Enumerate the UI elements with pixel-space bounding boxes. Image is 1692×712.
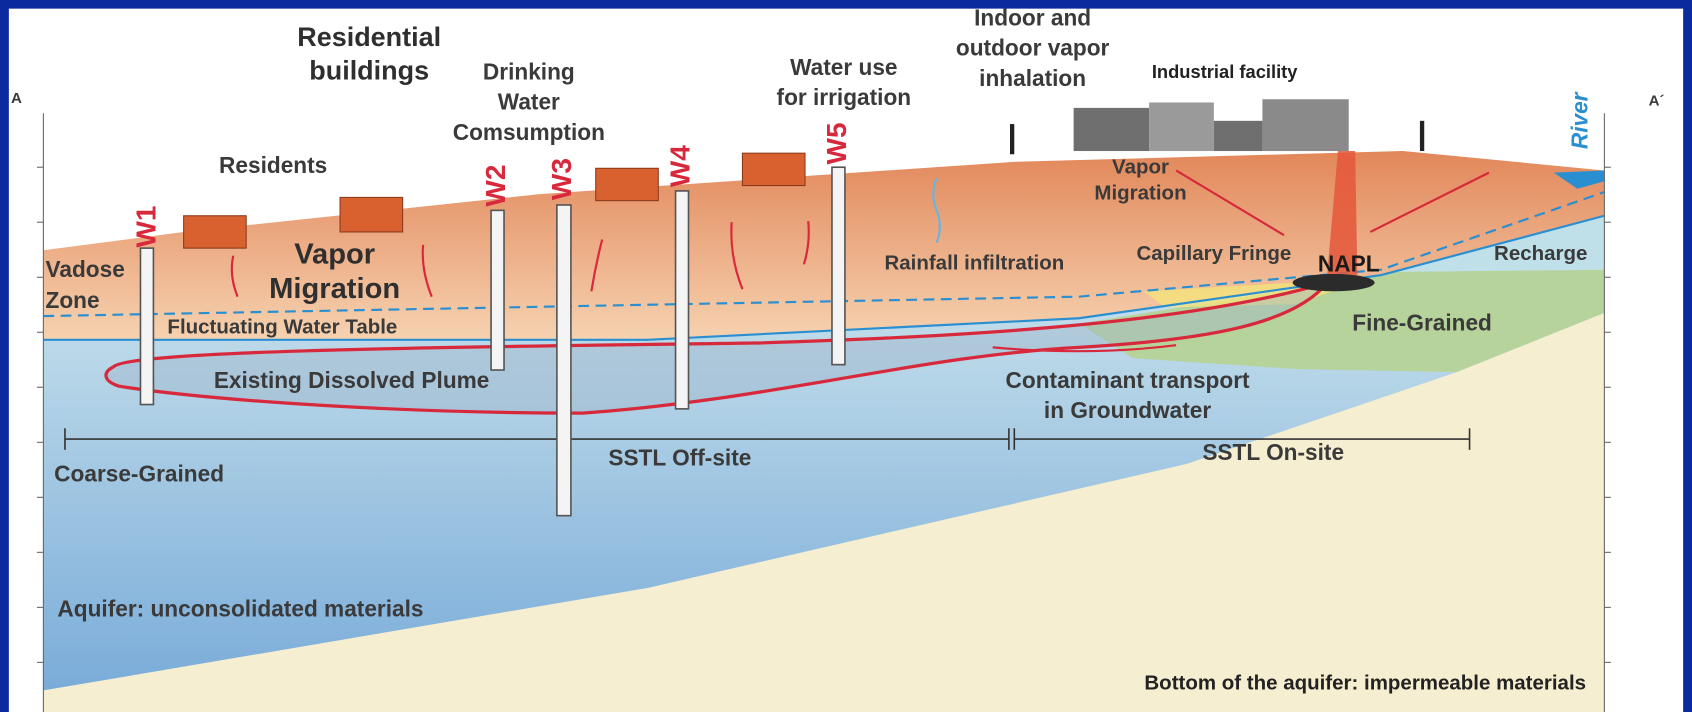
well-label: W3 (546, 158, 577, 200)
well-label: W5 (821, 122, 852, 164)
label: Coarse-Grained (54, 461, 224, 487)
label: Migration (1094, 182, 1186, 205)
label: for irrigation (777, 84, 912, 110)
label: inhalation (979, 65, 1086, 91)
label: Drinking (483, 58, 575, 84)
label: Vapor (294, 238, 375, 270)
well-label: W4 (664, 145, 695, 187)
label: NAPL (1318, 250, 1380, 276)
label: Vapor (1112, 156, 1169, 179)
label: Water use (790, 54, 897, 80)
well-label: W2 (480, 165, 511, 207)
section-end-label: A´ (1649, 92, 1665, 109)
label: SSTL On-site (1202, 439, 1344, 465)
label: Water (498, 89, 560, 115)
label: Recharge (1494, 242, 1587, 265)
label: River (1567, 91, 1593, 149)
label: SSTL Off-site (608, 445, 751, 471)
label: Zone (46, 287, 100, 313)
label: Fine-Grained (1352, 310, 1492, 336)
label: buildings (309, 55, 429, 85)
well-label: W1 (130, 206, 161, 248)
label: Existing Dissolved Plume (214, 367, 490, 393)
label: Aquifer: unconsolidated materials (57, 596, 423, 622)
label: Industrial facility (1152, 61, 1298, 82)
label: Fluctuating Water Table (167, 315, 397, 338)
label: Capillary Fringe (1136, 242, 1291, 265)
label: Vadose (46, 256, 125, 282)
label: Comsumption (453, 119, 605, 145)
label: Residential (297, 22, 441, 52)
label: Rainfall infiltration (884, 252, 1064, 275)
napl-pool (1293, 274, 1375, 291)
label: Bottom of the aquifer: impermeable mater… (1144, 671, 1586, 694)
label: Contaminant transport (1006, 367, 1250, 393)
label: in Groundwater (1044, 397, 1211, 423)
section-end-label: A (11, 90, 22, 107)
label: Indoor and (974, 4, 1091, 30)
label: Residents (219, 152, 327, 178)
page: {"directions": {"left": "A", "right": "A… (0, 0, 1692, 712)
label: Migration (269, 273, 400, 305)
diagram: A A´ Residential buildings Drinking Wate… (0, 0, 1692, 712)
label: outdoor vapor (956, 35, 1110, 61)
